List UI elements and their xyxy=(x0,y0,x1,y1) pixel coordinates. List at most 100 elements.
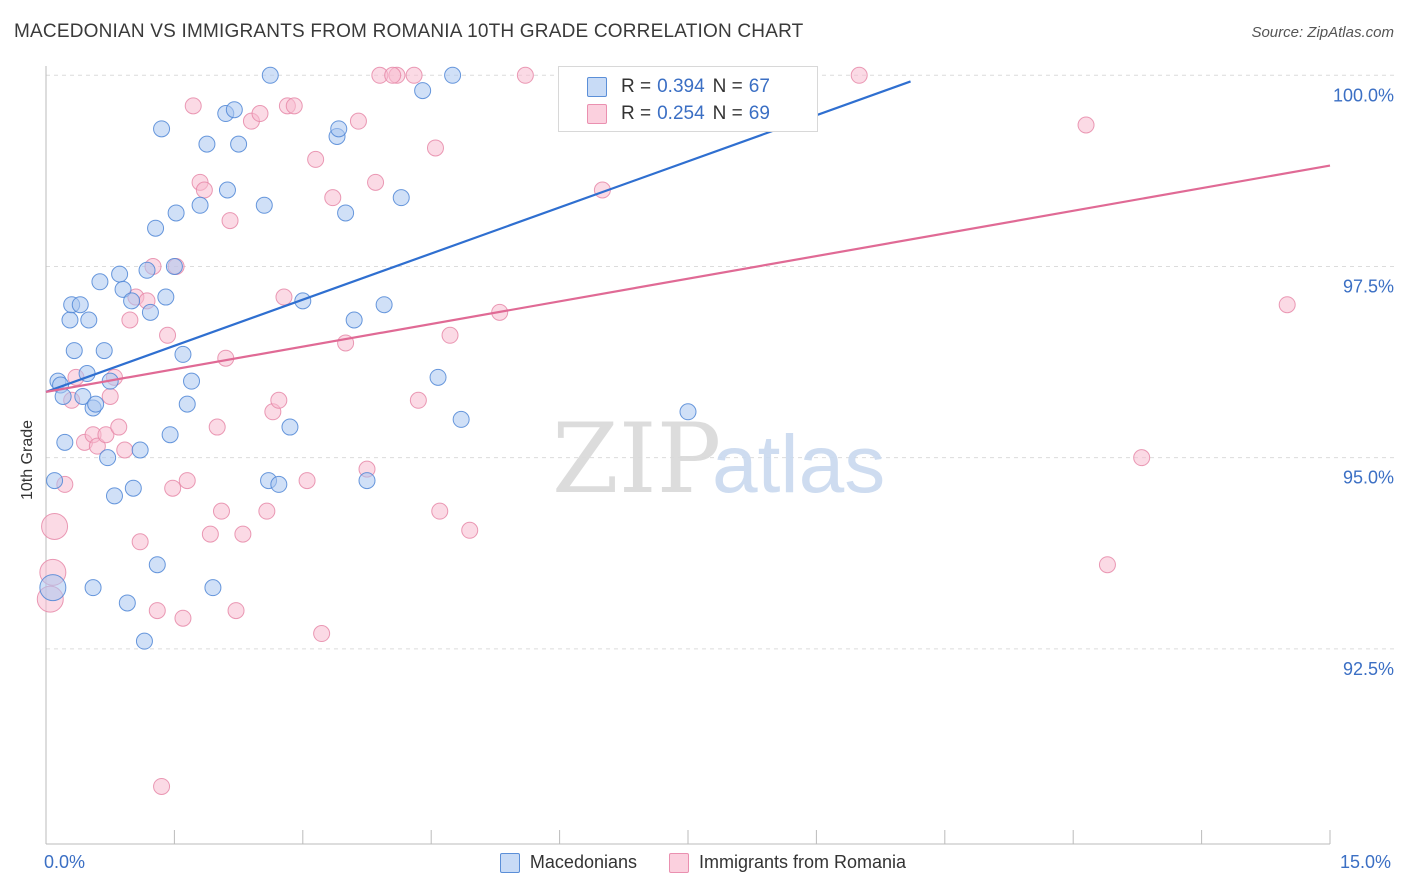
scatter-points xyxy=(36,66,1296,795)
macedonians-point-32 xyxy=(161,426,179,444)
romania-point-59 xyxy=(461,521,479,539)
romania-point-29 xyxy=(201,525,219,543)
macedonians-point-39 xyxy=(198,135,216,153)
macedonians-point-44 xyxy=(230,135,248,153)
romania-point-25 xyxy=(178,472,196,490)
romania-point-45 xyxy=(307,150,325,168)
watermark-atlas: atlas xyxy=(712,419,885,510)
romania-point-16 xyxy=(131,533,149,551)
source-label: Source: ZipAtlas.com xyxy=(1251,24,1394,41)
stats-row-macedonians: R = 0.394 N = 67 xyxy=(587,75,770,99)
legend-swatch-macedonians xyxy=(499,852,520,873)
macedonians-point-20 xyxy=(111,265,129,283)
romania-point-26 xyxy=(184,97,202,115)
romania-point-57 xyxy=(431,502,449,520)
romania-point-37 xyxy=(251,105,269,123)
macedonians-point-36 xyxy=(178,395,196,413)
romania-point-56 xyxy=(426,139,444,157)
macedonians-point-9 xyxy=(71,296,89,314)
macedonians-point-6 xyxy=(61,311,79,329)
romania-point-55 xyxy=(409,391,427,409)
r-value: 0.254 xyxy=(657,103,705,124)
macedonians-point-57 xyxy=(392,189,410,207)
chart-title: MACEDONIAN VS IMMIGRANTS FROM ROMANIA 10… xyxy=(14,21,804,42)
r-label: R = xyxy=(621,76,652,97)
macedonians-point-48 xyxy=(270,475,288,493)
macedonians-point-19 xyxy=(105,487,123,505)
y-tick-label-0: 92.5% xyxy=(1343,659,1394,679)
macedonians-point-40 xyxy=(204,579,222,597)
macedonians-point-33 xyxy=(165,257,183,275)
macedonians-point-12 xyxy=(80,311,98,329)
macedonians-point-49 xyxy=(281,418,299,436)
romania-point-31 xyxy=(212,502,230,520)
macedonians-point-27 xyxy=(141,303,159,321)
legend-label-macedonians: Macedonians xyxy=(529,852,637,872)
y-axis-label: 10th Grade xyxy=(19,419,36,501)
romania-point-65 xyxy=(1098,556,1116,574)
macedonians-point-37 xyxy=(183,372,201,390)
stats-legend: R = 0.394 N = 67 R = 0.254 N = 69 xyxy=(558,66,818,132)
macedonians-point-35 xyxy=(174,345,192,363)
romania-point-22 xyxy=(164,479,182,497)
romania-point-10 xyxy=(101,387,119,405)
romania-point-8 xyxy=(88,437,106,455)
macedonians-point-34 xyxy=(167,204,185,222)
romania-point-51 xyxy=(367,173,385,191)
romania-point-12 xyxy=(110,418,128,436)
romania-point-58 xyxy=(441,326,459,344)
romania-point-46 xyxy=(313,625,331,643)
romania-point-34 xyxy=(227,602,245,620)
romania-point-13 xyxy=(116,441,134,459)
romania-point-28 xyxy=(195,181,213,199)
macedonians-point-29 xyxy=(148,556,166,574)
legend-swatch-romania xyxy=(587,104,607,124)
macedonians-point-45 xyxy=(255,196,273,214)
romania-point-40 xyxy=(270,391,288,409)
macedonians-point-24 xyxy=(124,479,142,497)
legend-item-romania[interactable]: Immigrants from Romania xyxy=(669,852,906,873)
x-tick-left: 0.0% xyxy=(44,852,86,872)
macedonians-point-58 xyxy=(414,82,432,100)
macedonians-point-47 xyxy=(261,66,279,84)
y-tick-label-3: 100.0% xyxy=(1333,85,1394,105)
macedonians-point-60 xyxy=(444,66,462,84)
macedonians-point-15 xyxy=(91,273,109,291)
stats-row-romania: R = 0.254 N = 69 xyxy=(587,102,770,126)
macedonians-point-52 xyxy=(330,120,348,138)
romania-point-2 xyxy=(41,512,69,540)
macedonians-point-10 xyxy=(74,387,92,405)
romania-point-33 xyxy=(221,212,239,230)
macedonians-point-43 xyxy=(225,101,243,119)
y-tick-labels: 92.5% 95.0% 97.5% 100.0% xyxy=(1333,85,1394,679)
legend-label-romania: Immigrants from Romania xyxy=(699,852,907,872)
romania-point-38 xyxy=(258,502,276,520)
macedonians-point-55 xyxy=(358,472,376,490)
x-tick-right: 15.0% xyxy=(1340,852,1392,872)
romania-point-54 xyxy=(405,66,423,84)
macedonians-point-8 xyxy=(65,342,83,360)
macedonians-point-28 xyxy=(147,219,165,237)
romania-point-41 xyxy=(275,288,293,306)
macedonians-point-42 xyxy=(218,181,236,199)
grid-lines xyxy=(46,74,1396,650)
macedonians-point-59 xyxy=(429,368,447,386)
y-tick-label-2: 97.5% xyxy=(1343,276,1394,296)
romania-trend-line xyxy=(45,164,1331,393)
axes xyxy=(45,66,1331,845)
series-legend: Macedonians Immigrants from Romania xyxy=(0,852,1406,873)
macedonians-point-62 xyxy=(679,403,697,421)
romania-point-9 xyxy=(97,426,115,444)
macedonians-point-65 xyxy=(135,632,153,650)
macedonians-point-14 xyxy=(87,395,105,413)
macedonians-point-61 xyxy=(452,410,470,428)
macedonians-point-5 xyxy=(56,433,74,451)
macedonians-point-56 xyxy=(375,296,393,314)
n-label: N = xyxy=(712,76,743,97)
legend-item-macedonians[interactable]: Macedonians xyxy=(499,852,637,873)
trend-lines xyxy=(45,80,1331,393)
romania-point-66 xyxy=(1133,449,1151,467)
macedonians-point-1 xyxy=(46,472,64,490)
r-label: R = xyxy=(621,103,652,124)
macedonians-point-38 xyxy=(191,196,209,214)
